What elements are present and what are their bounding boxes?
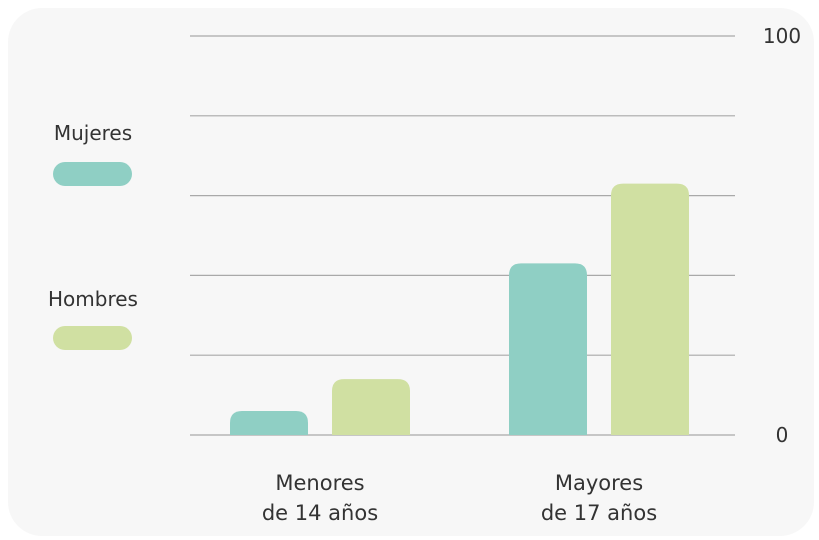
- bar-hombres-2: [611, 183, 689, 435]
- y-tick-label: 100: [763, 24, 801, 48]
- x-axis-category-labels: Menores de 14 años Mayores de 17 años: [262, 471, 657, 525]
- category-label: Mayores: [555, 471, 643, 495]
- bar-mujeres-1: [230, 411, 308, 435]
- legend-swatch-mujeres: [53, 162, 132, 186]
- legend-swatch-hombres: [53, 326, 132, 350]
- bar-mujeres-2: [509, 263, 587, 435]
- bars: [230, 183, 689, 435]
- category-label: de 17 años: [541, 501, 657, 525]
- category-label: de 14 años: [262, 501, 378, 525]
- legend-label: Mujeres: [54, 121, 132, 145]
- category-label: Menores: [275, 471, 364, 495]
- legend-label: Hombres: [48, 287, 138, 311]
- y-axis-tick-labels: 100 0: [763, 24, 801, 447]
- y-tick-label: 0: [776, 423, 789, 447]
- bar-hombres-1: [332, 379, 410, 435]
- legend: Mujeres Hombres: [48, 121, 138, 350]
